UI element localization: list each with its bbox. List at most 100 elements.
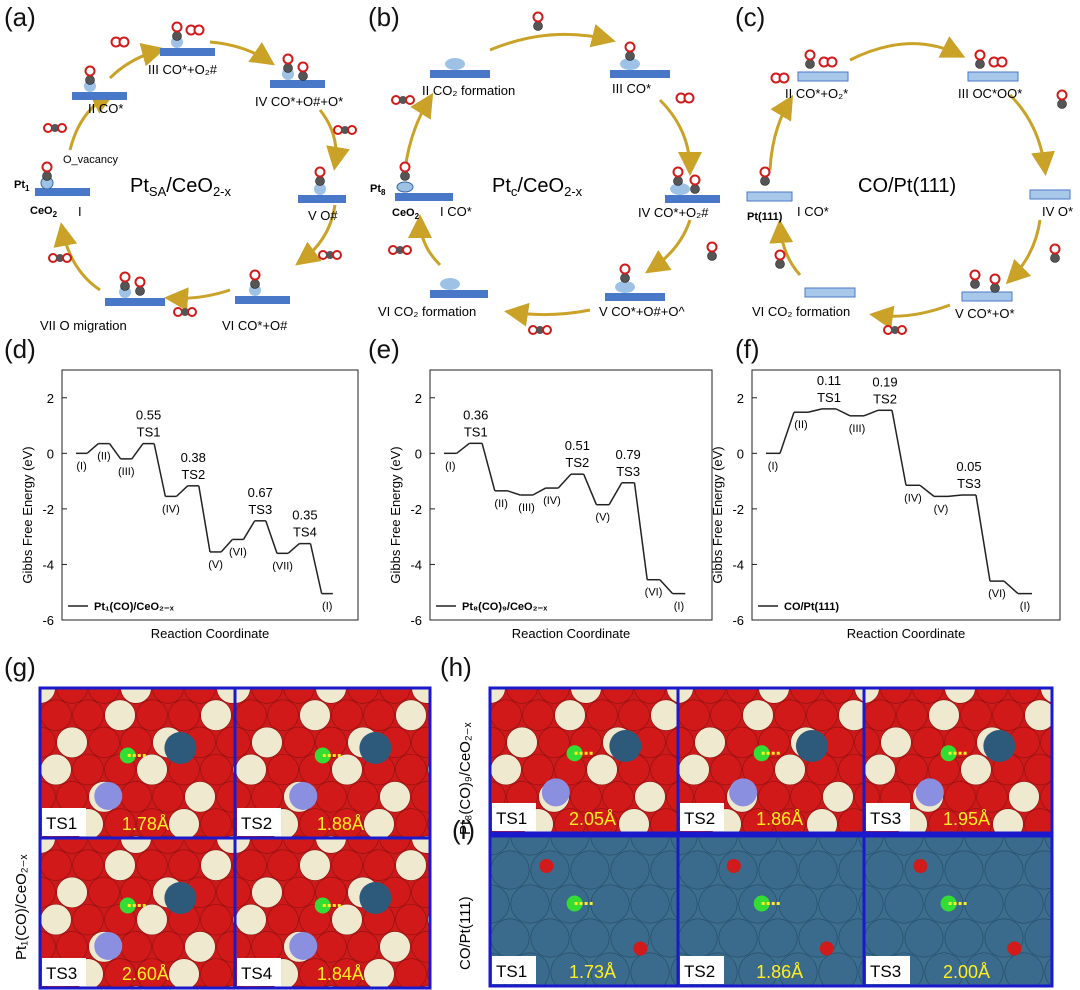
y-tick-label: -4 (42, 557, 54, 572)
plot-frame (61, 369, 359, 621)
lattice-atom (40, 753, 72, 786)
lattice-atom (718, 918, 758, 958)
legend-label: CO/Pt(111) (784, 601, 839, 613)
h-ts2: 1.86Å TS2 (676, 686, 866, 835)
x-axis-label: Reaction Coordinate (512, 626, 631, 641)
cycle-c-arrow (849, 36, 966, 62)
x-axis-label: Reaction Coordinate (151, 626, 270, 641)
y-tick-label: 2 (737, 391, 744, 406)
panel-label-i: (i) (452, 815, 476, 845)
pt111-label: Pt(111) (747, 211, 783, 223)
ts-label: TS4 (241, 964, 272, 983)
lattice-atom (331, 849, 363, 881)
lattice-atom (235, 688, 251, 704)
lattice-atom (267, 699, 299, 731)
lattice-atom (618, 808, 650, 833)
lattice-atom (710, 753, 742, 786)
cycle-b-arrow (408, 214, 442, 267)
lattice-atom (283, 688, 315, 704)
lattice-atom (40, 876, 56, 909)
lattice-atom (1065, 919, 1080, 957)
lattice-atom (822, 781, 854, 813)
lattice-atom (40, 781, 56, 813)
lattice-atom (634, 781, 666, 813)
barrier-label: 0.55 (136, 408, 161, 423)
step-a-7: VII O migration (40, 318, 127, 333)
lattice-atom (742, 808, 774, 833)
lattice-atom (235, 931, 251, 963)
lattice-atom (379, 781, 411, 813)
lattice-atom (964, 952, 1004, 986)
bond-distance: 2.05Å (569, 809, 616, 829)
y-tick-label: 0 (415, 446, 422, 461)
lattice-atom (136, 849, 168, 881)
lattice-atom (395, 903, 427, 936)
lattice-atom (864, 699, 896, 731)
lattice-atom (924, 952, 964, 986)
bond-distance: 1.86Å (756, 962, 803, 982)
state-label: (IV) (162, 503, 180, 515)
lattice-atom (530, 918, 570, 958)
energy-connector (108, 443, 122, 460)
lattice-atom (216, 688, 235, 704)
lattice-atom (758, 850, 798, 890)
cycle-b-arrow (504, 302, 591, 327)
lattice-atom (864, 753, 896, 786)
lattice-atom (864, 850, 904, 890)
lattice-atom (347, 781, 379, 813)
lattice-atom (586, 753, 618, 786)
step-c-5: V CO*+O* (955, 306, 1015, 321)
lattice-atom (678, 753, 710, 786)
chart-f: 2 0 -2 -4 -6 Gibbs Free Energy (eV) Reaction C… (710, 369, 1061, 641)
lattice-atom (363, 958, 395, 988)
lattice-atom (40, 699, 72, 731)
panel-label-e: (e) (368, 334, 400, 364)
lattice-atom (506, 726, 538, 759)
lattice-atom (904, 918, 944, 958)
energy-connector (807, 408, 823, 413)
lattice-atom (1024, 699, 1052, 731)
lattice-atom (72, 849, 104, 881)
lattice-atom (267, 849, 299, 881)
lattice-atom (88, 876, 120, 909)
panel-label-h: (h) (440, 652, 472, 682)
pt-atom (795, 730, 828, 762)
lattice-atom (838, 918, 864, 958)
lattice-atom (758, 781, 790, 813)
ts-label-bg (866, 803, 910, 831)
cycle-b-arrow (658, 98, 702, 176)
lattice-atom (896, 753, 928, 786)
lattice-atom (1004, 952, 1044, 986)
lattice-atom (790, 688, 822, 704)
lattice-atom (864, 918, 904, 958)
lattice-atom (411, 931, 430, 963)
lattice-atom (251, 931, 283, 963)
cycle-c-arrow (869, 303, 951, 330)
tile-border (862, 686, 1054, 835)
lattice-atom (666, 781, 678, 812)
step-a-4: IV CO*+O#+O* (255, 94, 343, 109)
lattice-atom (650, 753, 678, 786)
tile-border (862, 834, 1054, 988)
lattice-atom (56, 838, 88, 854)
state-label: (II) (494, 498, 507, 510)
lattice-atom (634, 688, 666, 704)
lattice-atom (427, 706, 430, 724)
state-label: (III) (849, 423, 866, 435)
lattice-atom (395, 849, 427, 881)
lattice-atom (267, 753, 299, 786)
lattice-atom (586, 699, 618, 731)
bond-distance: 1.95Å (943, 809, 990, 829)
lattice-atom (1057, 754, 1080, 785)
lattice-atom (912, 726, 944, 759)
lattice-atom (670, 888, 678, 920)
step-b-6: VI CO₂ formation (378, 304, 476, 319)
barrier-label: 0.67 (248, 485, 273, 500)
plot-frame (751, 369, 1061, 621)
o-atom (726, 859, 741, 873)
lattice-atom (838, 699, 864, 731)
center-b: Ptc/CeO2-x (492, 175, 583, 199)
step-a-5: V O# (308, 208, 338, 223)
lattice-atom (136, 808, 168, 838)
lattice-atom (822, 688, 854, 704)
